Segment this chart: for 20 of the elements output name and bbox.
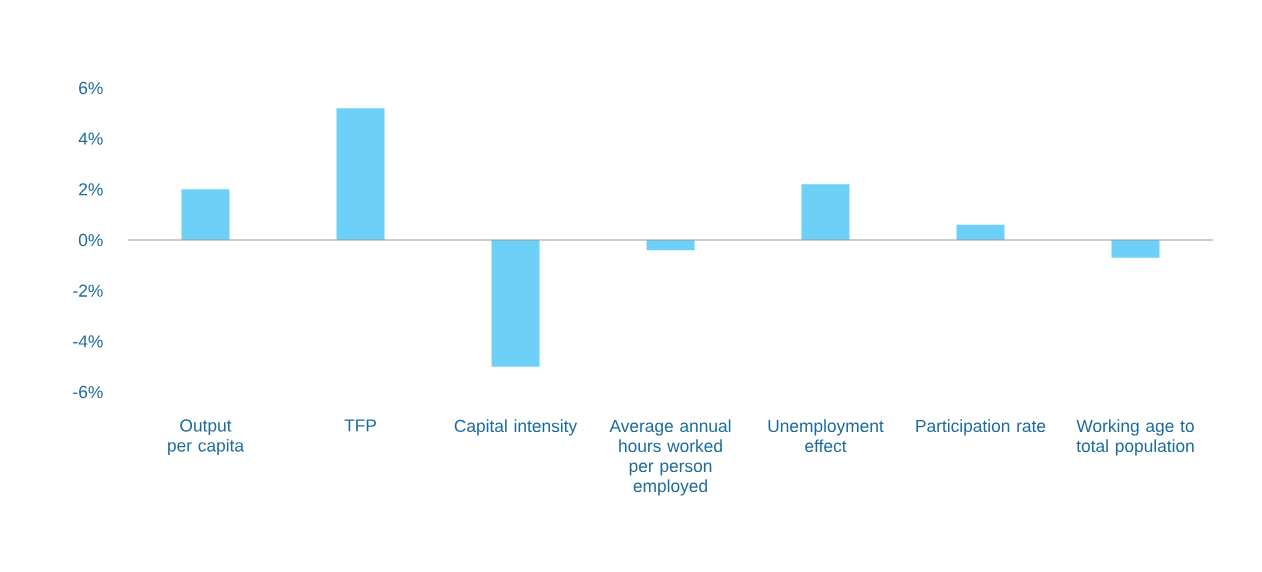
- x-tick-label: Output per capita: [168, 419, 245, 456]
- bar: [336, 108, 385, 240]
- x-tick-label: Capital intensity: [454, 419, 578, 436]
- y-tick-label: 0%: [78, 233, 103, 247]
- y-tick-label: -2%: [73, 284, 103, 297]
- y-tick-label: 4%: [78, 132, 103, 145]
- y-tick-label: -6%: [73, 385, 103, 399]
- bar: [181, 189, 230, 240]
- x-tick-label: Participation rate: [916, 419, 1046, 436]
- x-tick-label: TFP: [344, 419, 376, 432]
- bar: [956, 224, 1005, 240]
- x-tick-label: Working age to total population: [1076, 419, 1194, 456]
- y-tick-label: 2%: [79, 183, 103, 196]
- bar: [1111, 240, 1160, 258]
- x-tick-label: Unemployment effect: [768, 419, 884, 453]
- y-tick-label: 6%: [79, 81, 103, 95]
- bar: [491, 240, 540, 367]
- y-tick-label: -4%: [73, 335, 103, 348]
- bar: [801, 184, 850, 240]
- x-tick-label: Average annual hours worked per person employed: [609, 419, 731, 496]
